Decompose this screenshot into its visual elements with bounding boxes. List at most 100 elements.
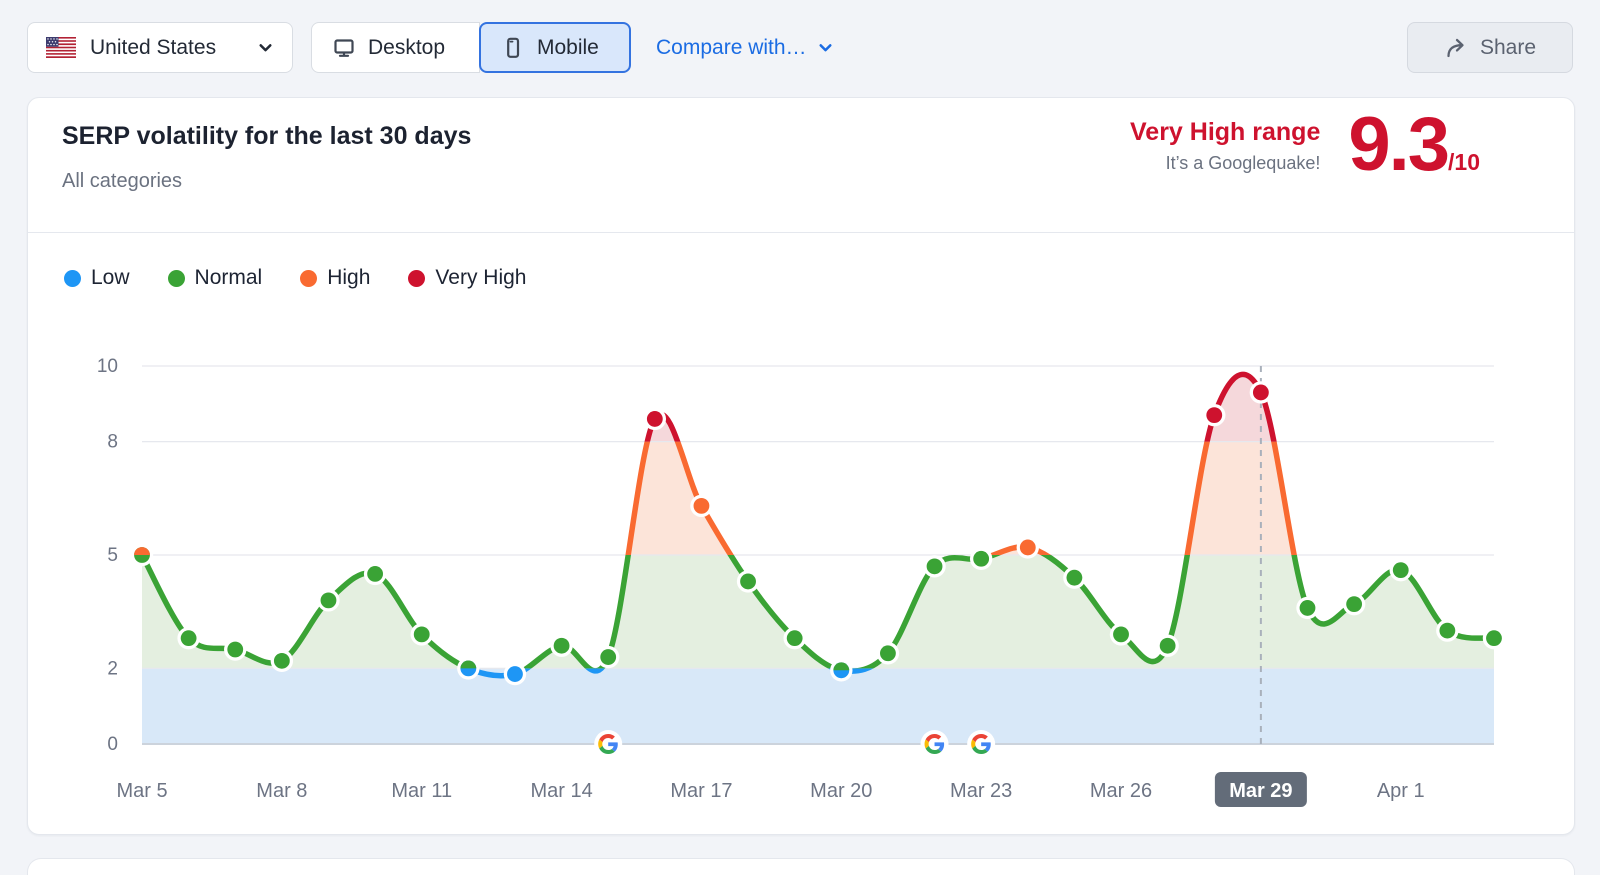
normal-area-fill [142,555,1494,669]
data-point-mar-10[interactable] [363,562,387,586]
y-axis-label: 8 [107,432,118,453]
legend-item-low: Low [64,266,130,290]
data-point-mar-18[interactable] [736,570,760,593]
data-point-apr-3[interactable] [1482,626,1506,650]
volatility-score: 9.3 [1348,102,1450,187]
marker [367,566,383,582]
mobile-icon [507,37,520,58]
x-axis-label: Mar 23 [950,780,1012,802]
marker [273,652,290,669]
marker [693,497,710,514]
y-axis-label: 10 [97,356,118,377]
data-point-mar-31[interactable] [1342,592,1366,616]
chevron-down-icon [819,44,832,52]
x-axis-label: Mar 17 [670,780,732,802]
data-point-apr-1[interactable] [1389,558,1412,582]
marker [786,630,803,647]
legend-item-high: High [300,266,370,290]
data-point-mar-24[interactable] [1016,536,1039,559]
google-g-icon [971,734,991,755]
legend-label: Normal [194,266,263,289]
data-point-mar-20[interactable] [830,659,853,682]
next-card-edge [27,858,1575,875]
data-point-mar-23[interactable] [969,547,993,570]
marker [973,550,990,567]
share-icon [1447,38,1464,57]
chevron-down-icon [259,44,272,52]
data-point-mar-19[interactable] [783,626,806,650]
marker [1206,407,1223,424]
chart-legend: Low Normal High Very High [64,266,526,290]
marker [646,411,663,427]
country-label: United States [90,35,217,59]
tab-mobile[interactable]: Mobile [479,22,631,73]
google-update-icon[interactable] [967,730,996,758]
data-point-mar-6[interactable] [177,626,200,650]
data-point-mar-17[interactable] [690,494,713,518]
google-g-icon [924,734,945,755]
data-point-mar-16[interactable] [643,407,667,431]
tab-desktop[interactable]: Desktop [311,22,480,73]
marker [1113,626,1129,643]
x-axis-label: Mar 5 [116,780,167,802]
y-axis-label: 5 [107,545,118,566]
data-point-mar-12[interactable] [457,657,480,680]
marker [413,626,430,643]
low-dot-icon [64,269,81,287]
serp-volatility-card: SERP volatility for the last 30 days All… [27,97,1575,835]
google-update-icon[interactable] [594,730,623,758]
data-point-mar-28[interactable] [1203,403,1226,427]
compare-with-dropdown[interactable]: Compare with… [656,22,834,73]
data-point-mar-22[interactable] [923,555,946,578]
legend-label: Low [91,266,130,289]
marker-top-half [833,662,850,671]
desktop-tab-label: Desktop [368,35,446,59]
high-dot-icon [300,269,318,287]
card-title: SERP volatility for the last 30 days [62,122,472,150]
x-axis-label: Mar 26 [1090,780,1152,802]
header-divider [28,232,1574,233]
data-point-mar-21[interactable] [876,642,900,665]
marker [507,666,523,682]
data-point-mar-11[interactable] [410,623,433,646]
data-point-mar-30[interactable] [1296,596,1319,620]
marker [1346,596,1363,613]
data-point-mar-13[interactable] [503,662,527,686]
marker-top-half [460,660,477,669]
volatility-line [139,555,1495,669]
data-point-apr-2[interactable] [1436,619,1459,642]
country-selector[interactable]: United States [27,22,293,73]
google-update-icon[interactable] [920,730,949,758]
marker [1439,622,1456,639]
data-point-mar-7[interactable] [224,638,247,661]
x-axis-label: Apr 1 [1377,780,1425,802]
mobile-tab-label: Mobile [537,35,599,59]
share-button[interactable]: Share [1407,22,1573,73]
low-band-fill [142,668,1494,744]
legend-item-normal: Normal [167,266,263,290]
data-point-mar-14[interactable] [550,634,573,657]
data-point-mar-15[interactable] [597,645,620,669]
google-g-icon [598,734,618,755]
data-point-mar-27[interactable] [1156,634,1179,657]
badge-bg [1214,772,1307,807]
x-axis-label: Mar 14 [530,780,592,802]
data-point-mar-25[interactable] [1063,566,1086,589]
x-axis-label: Mar 20 [810,780,872,802]
x-axis-label-selected: Mar 29 [1229,780,1292,802]
legend-label: High [327,266,371,289]
data-point-mar-5[interactable] [130,543,154,567]
marker [553,637,570,654]
desktop-icon [334,38,354,57]
card-subtitle: All categories [62,170,183,192]
data-point-mar-9[interactable] [317,589,340,612]
data-point-mar-29[interactable] [1249,381,1273,404]
y-axis-label: 0 [107,734,118,755]
data-point-mar-26[interactable] [1109,623,1133,646]
data-point-mar-8[interactable] [270,649,294,673]
marker [880,645,896,662]
device-toggle: Desktop Mobile [311,22,631,73]
volatility-range-label: Very High range [1130,118,1321,147]
selected-date-badge[interactable]: Mar 29 [1214,772,1307,807]
